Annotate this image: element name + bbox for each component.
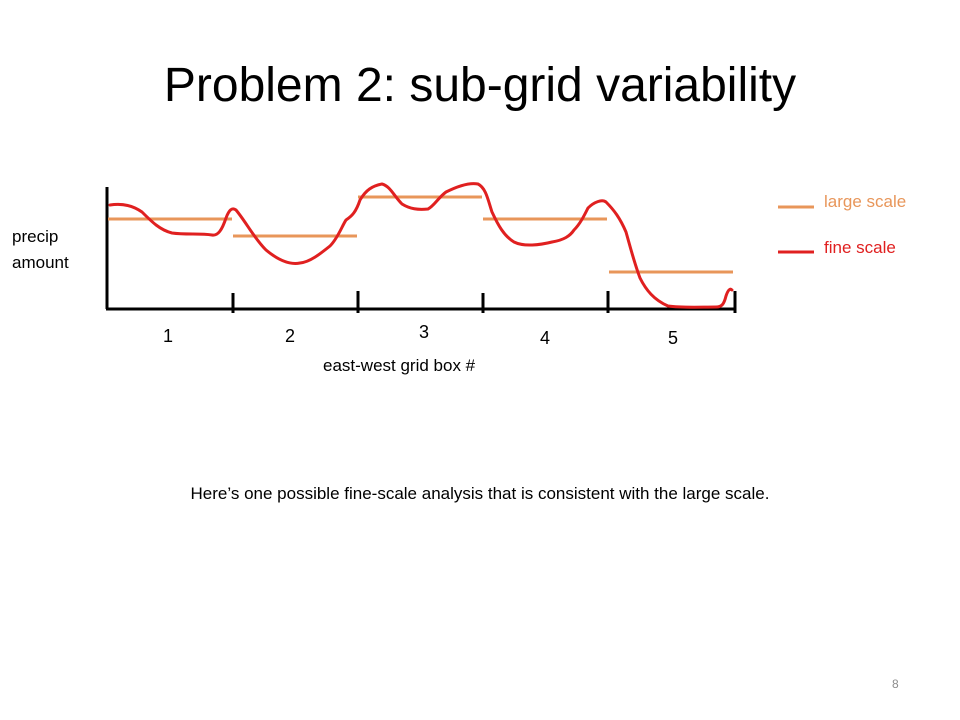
grid-box-label-4: 4 — [540, 328, 551, 348]
legend-label-large-scale: large scale — [824, 192, 907, 211]
slide-caption: Here’s one possible fine-scale analysis … — [190, 484, 770, 503]
x-axis-label: east-west grid box # — [323, 356, 476, 375]
grid-box-label-1: 1 — [163, 326, 174, 346]
page-number: 8 — [892, 677, 899, 691]
grid-box-label-5: 5 — [668, 328, 679, 348]
y-axis-label-line-1: precip — [12, 227, 59, 246]
legend-label-fine-scale: fine scale — [824, 238, 896, 257]
fine-scale-curve — [108, 182, 734, 309]
slide-title: Problem 2: sub-grid variability — [163, 59, 797, 112]
y-axis-label: precip amount — [12, 224, 69, 276]
grid-box-label-3: 3 — [419, 322, 430, 342]
y-axis-label-line-2: amount — [12, 253, 69, 272]
grid-box-label-2: 2 — [285, 326, 296, 346]
